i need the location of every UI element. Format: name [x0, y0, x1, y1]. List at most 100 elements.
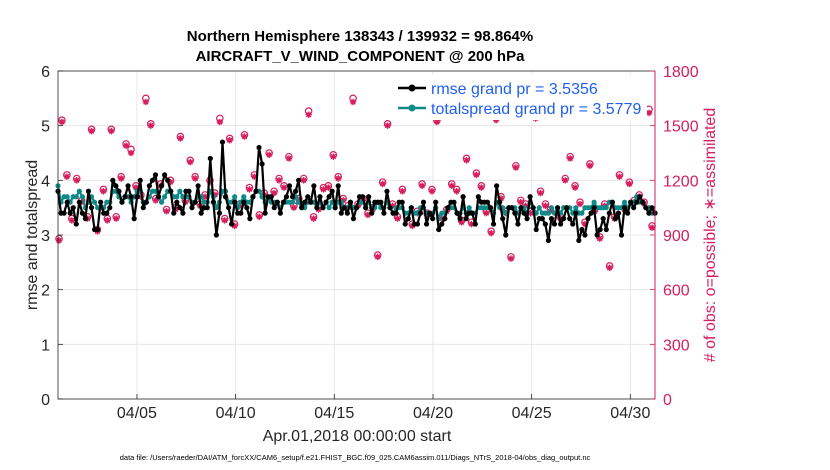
rmse-point	[189, 205, 195, 211]
rmse-point	[110, 177, 116, 183]
obs-assimilated-point	[216, 118, 224, 126]
legend-rmse-marker	[408, 84, 416, 92]
rmse-point	[500, 216, 506, 222]
rmse-point	[283, 194, 290, 200]
y-axis-label-right: # of obs: o=possible; ∗=assimilated	[702, 108, 719, 362]
rmse-point	[646, 210, 652, 216]
rmse-point	[259, 161, 265, 167]
rmse-point	[612, 216, 619, 222]
rmse-point	[238, 210, 244, 216]
obs-assimilated-point	[152, 197, 159, 204]
obs-assimilated-point	[275, 177, 283, 184]
spread-point	[466, 205, 472, 211]
obs-assimilated-point	[256, 213, 263, 220]
spread-point	[289, 199, 296, 205]
rmse-point	[439, 221, 445, 227]
obs-assimilated-point	[58, 118, 66, 126]
obs-assimilated-point	[201, 193, 209, 200]
rmse-point	[311, 183, 317, 189]
obs-assimilated-point	[616, 173, 623, 180]
rmse-point	[302, 199, 308, 205]
obs-assimilated-point	[241, 133, 248, 140]
rmse-point	[305, 194, 311, 200]
obs-assimilated-point	[63, 173, 71, 180]
obs-assimilated-point	[364, 211, 372, 219]
rmse-point	[73, 221, 79, 227]
rmse-point	[125, 183, 131, 189]
y-axis-label: rmse and totalspread	[24, 160, 41, 310]
y-tick-label: 1	[41, 337, 50, 354]
rmse-point	[366, 194, 372, 200]
rmse-point	[588, 210, 594, 216]
rmse-point	[378, 199, 384, 205]
rmse-point	[171, 210, 177, 216]
obs-assimilated-point	[428, 188, 436, 195]
y-tick-label: 6	[41, 64, 50, 81]
y-tick-label: 2	[41, 283, 50, 300]
rmse-point	[326, 194, 332, 200]
rmse-point	[621, 205, 628, 211]
obs-assimilated-point	[104, 217, 111, 224]
obs-assimilated-point	[100, 188, 107, 195]
rmse-point	[618, 232, 625, 238]
obs-assimilated-point	[335, 175, 342, 182]
rmse-point	[484, 199, 491, 205]
obs-assimilated-point	[478, 184, 485, 191]
spread-point	[73, 194, 79, 200]
rmse-point	[497, 199, 503, 205]
rmse-point	[158, 183, 165, 189]
data-file-footer: data file: /Users/raeder/DAI/ATM_forcXX/…	[120, 453, 591, 462]
obs-assimilated-point	[320, 186, 327, 193]
rmse-point	[119, 199, 125, 205]
obs-assimilated-point	[142, 98, 150, 106]
obs-assimilated-point	[226, 137, 233, 144]
spread-point	[548, 205, 555, 211]
rmse-point	[445, 205, 451, 211]
x-tick-label: 04/05	[117, 405, 157, 422]
chart-subtitle: AIRCRAFT_V_WIND_COMPONENT @ 200 hPa	[196, 48, 526, 65]
rmse-point	[274, 199, 280, 205]
rmse-point	[107, 205, 113, 211]
rmse-point	[387, 205, 393, 211]
spread-point	[573, 205, 579, 211]
obs-assimilated-point	[487, 229, 495, 237]
rmse-point	[320, 205, 326, 211]
spread-point	[162, 194, 168, 200]
obs-assimilated-point	[55, 237, 63, 244]
spread-point	[536, 205, 542, 211]
rmse-point	[323, 199, 329, 205]
rmse-point	[204, 205, 210, 211]
rmse-point	[570, 221, 576, 227]
obs-assimilated-point	[468, 220, 475, 228]
obs-assimilated-point	[566, 155, 574, 162]
rmse-point	[353, 205, 360, 211]
legend-rmse-label: rmse grand pr = 3.5356	[431, 81, 598, 98]
rmse-point	[350, 216, 357, 222]
rmse-point	[460, 194, 466, 200]
rmse-point	[381, 210, 387, 216]
rmse-point	[113, 183, 119, 189]
obs-assimilated-point	[473, 171, 480, 179]
spread-point	[621, 199, 628, 205]
rmse-point	[67, 210, 73, 216]
rmse-point	[314, 205, 320, 211]
obs-assimilated-point	[221, 217, 228, 224]
series-lines	[55, 139, 658, 244]
rmse-point	[624, 210, 631, 216]
rmse-point	[347, 199, 354, 205]
obs-assimilated-point	[497, 195, 505, 202]
rmse-point	[430, 216, 436, 222]
obs-assimilated-point	[270, 189, 278, 197]
legend: rmse grand pr = 3.5356 totalspread grand…	[391, 75, 647, 120]
y-tick-label: 4	[41, 173, 50, 190]
obs-assimilated-point	[88, 127, 95, 135]
rmse-point	[433, 199, 439, 205]
rmse-point	[384, 188, 390, 194]
x-tick-label: 04/30	[610, 405, 650, 422]
rmse-point	[414, 221, 421, 227]
rmse-point	[247, 216, 253, 222]
obs-assimilated-point	[527, 209, 534, 217]
rmse-point	[554, 205, 561, 211]
rmse-point	[634, 199, 640, 205]
